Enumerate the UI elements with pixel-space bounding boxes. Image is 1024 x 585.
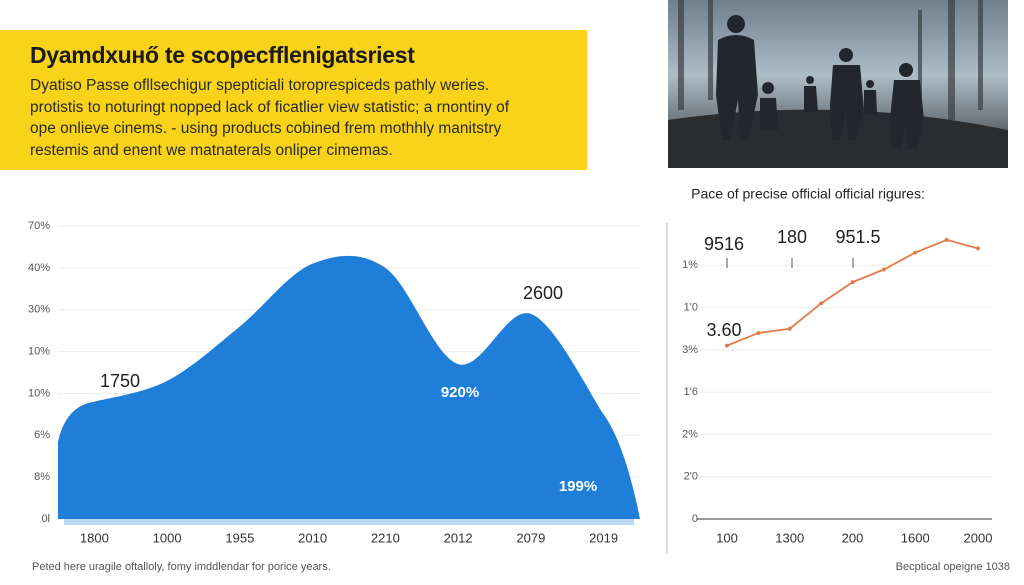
header-line: protistis to noturingt nopped lack of fi… <box>30 98 510 116</box>
y-tick-label: 1'0 <box>684 301 698 313</box>
x-tick-label: 1600 <box>901 530 930 545</box>
x-tick-label: 1800 <box>80 530 109 545</box>
y-tick-label: 6% <box>34 429 50 441</box>
annotation: 199% <box>559 478 597 495</box>
x-tick-label: 1000 <box>153 530 182 545</box>
x-tick-label: 2079 <box>516 530 545 545</box>
x-tick-label: 1300 <box>775 530 804 545</box>
point <box>787 326 792 331</box>
area-shadow <box>64 519 634 525</box>
area-chart: 0l 8% 6% 10% 10% 30% 40% 70% 1800 1000 1955 2010 221… <box>28 220 640 545</box>
annotation: 3.60 <box>706 320 741 340</box>
x-tick-label: 100 <box>716 530 738 545</box>
point <box>913 250 918 255</box>
footer-credit: Becptical opeigne 1038 <box>895 561 1010 573</box>
annotation: 2600 <box>523 283 563 303</box>
x-tick-label: 2012 <box>444 530 473 545</box>
x-tick-label: 2000 <box>964 530 993 545</box>
x-tick-label: 2019 <box>589 530 618 545</box>
area <box>58 255 640 520</box>
chart-title: Pace of precise official official rigure… <box>691 186 925 202</box>
annotation: 180 <box>777 227 807 247</box>
point <box>756 330 761 335</box>
y-tick-label: 70% <box>28 220 50 232</box>
y-tick-label: 40% <box>28 262 50 274</box>
footer-note: Peted here uragile oftalloly, fomy imddl… <box>32 561 331 573</box>
y-tick-label: 3% <box>682 344 698 356</box>
annotation: 9516 <box>704 234 744 254</box>
point <box>944 237 949 242</box>
line <box>726 238 979 347</box>
y-tick-label: 1'6 <box>684 386 698 398</box>
y-tick-label: 2'0 <box>684 471 698 483</box>
point <box>881 267 886 272</box>
y-tick-label: 10% <box>28 387 50 399</box>
header-text: Dyatiso Passe ofllsechigur spepticiali t… <box>30 75 587 161</box>
x-tick-label: 200 <box>842 530 864 545</box>
y-tick-label: 10% <box>28 345 50 357</box>
header-title: Dyamdxuнő te scopecfflenigatsriest <box>30 42 415 68</box>
point <box>850 280 855 285</box>
y-tick-label: 30% <box>28 304 50 316</box>
point <box>976 246 980 251</box>
annotation: 920% <box>441 384 479 401</box>
header-line: restemis and enent we matnaterals onlipe… <box>30 141 393 159</box>
photo <box>668 0 1008 168</box>
y-tick-label: 0l <box>41 513 50 525</box>
line-chart: Pace of precise official official rigure… <box>666 186 993 554</box>
y-tick-label: 1% <box>682 259 698 271</box>
y-tick-label: 8% <box>34 471 50 483</box>
x-tick-label: 1955 <box>225 530 254 545</box>
y-tick-label: 0 <box>692 513 698 525</box>
y-tick-label: 2% <box>682 428 698 440</box>
header-line: Dyatiso Passe ofllsechigur spepticiali t… <box>30 77 490 94</box>
annotation: 1750 <box>100 371 140 391</box>
x-tick-label: 2010 <box>298 530 327 545</box>
point <box>725 343 729 348</box>
header-banner: Dyamdxuнő te scopecfflenigatsriest Dyati… <box>0 30 587 170</box>
point <box>819 301 824 306</box>
header-line: ope onlieve cinems. - using products cob… <box>30 120 502 137</box>
annotation: 951.5 <box>835 227 880 247</box>
x-tick-label: 2210 <box>371 530 400 545</box>
